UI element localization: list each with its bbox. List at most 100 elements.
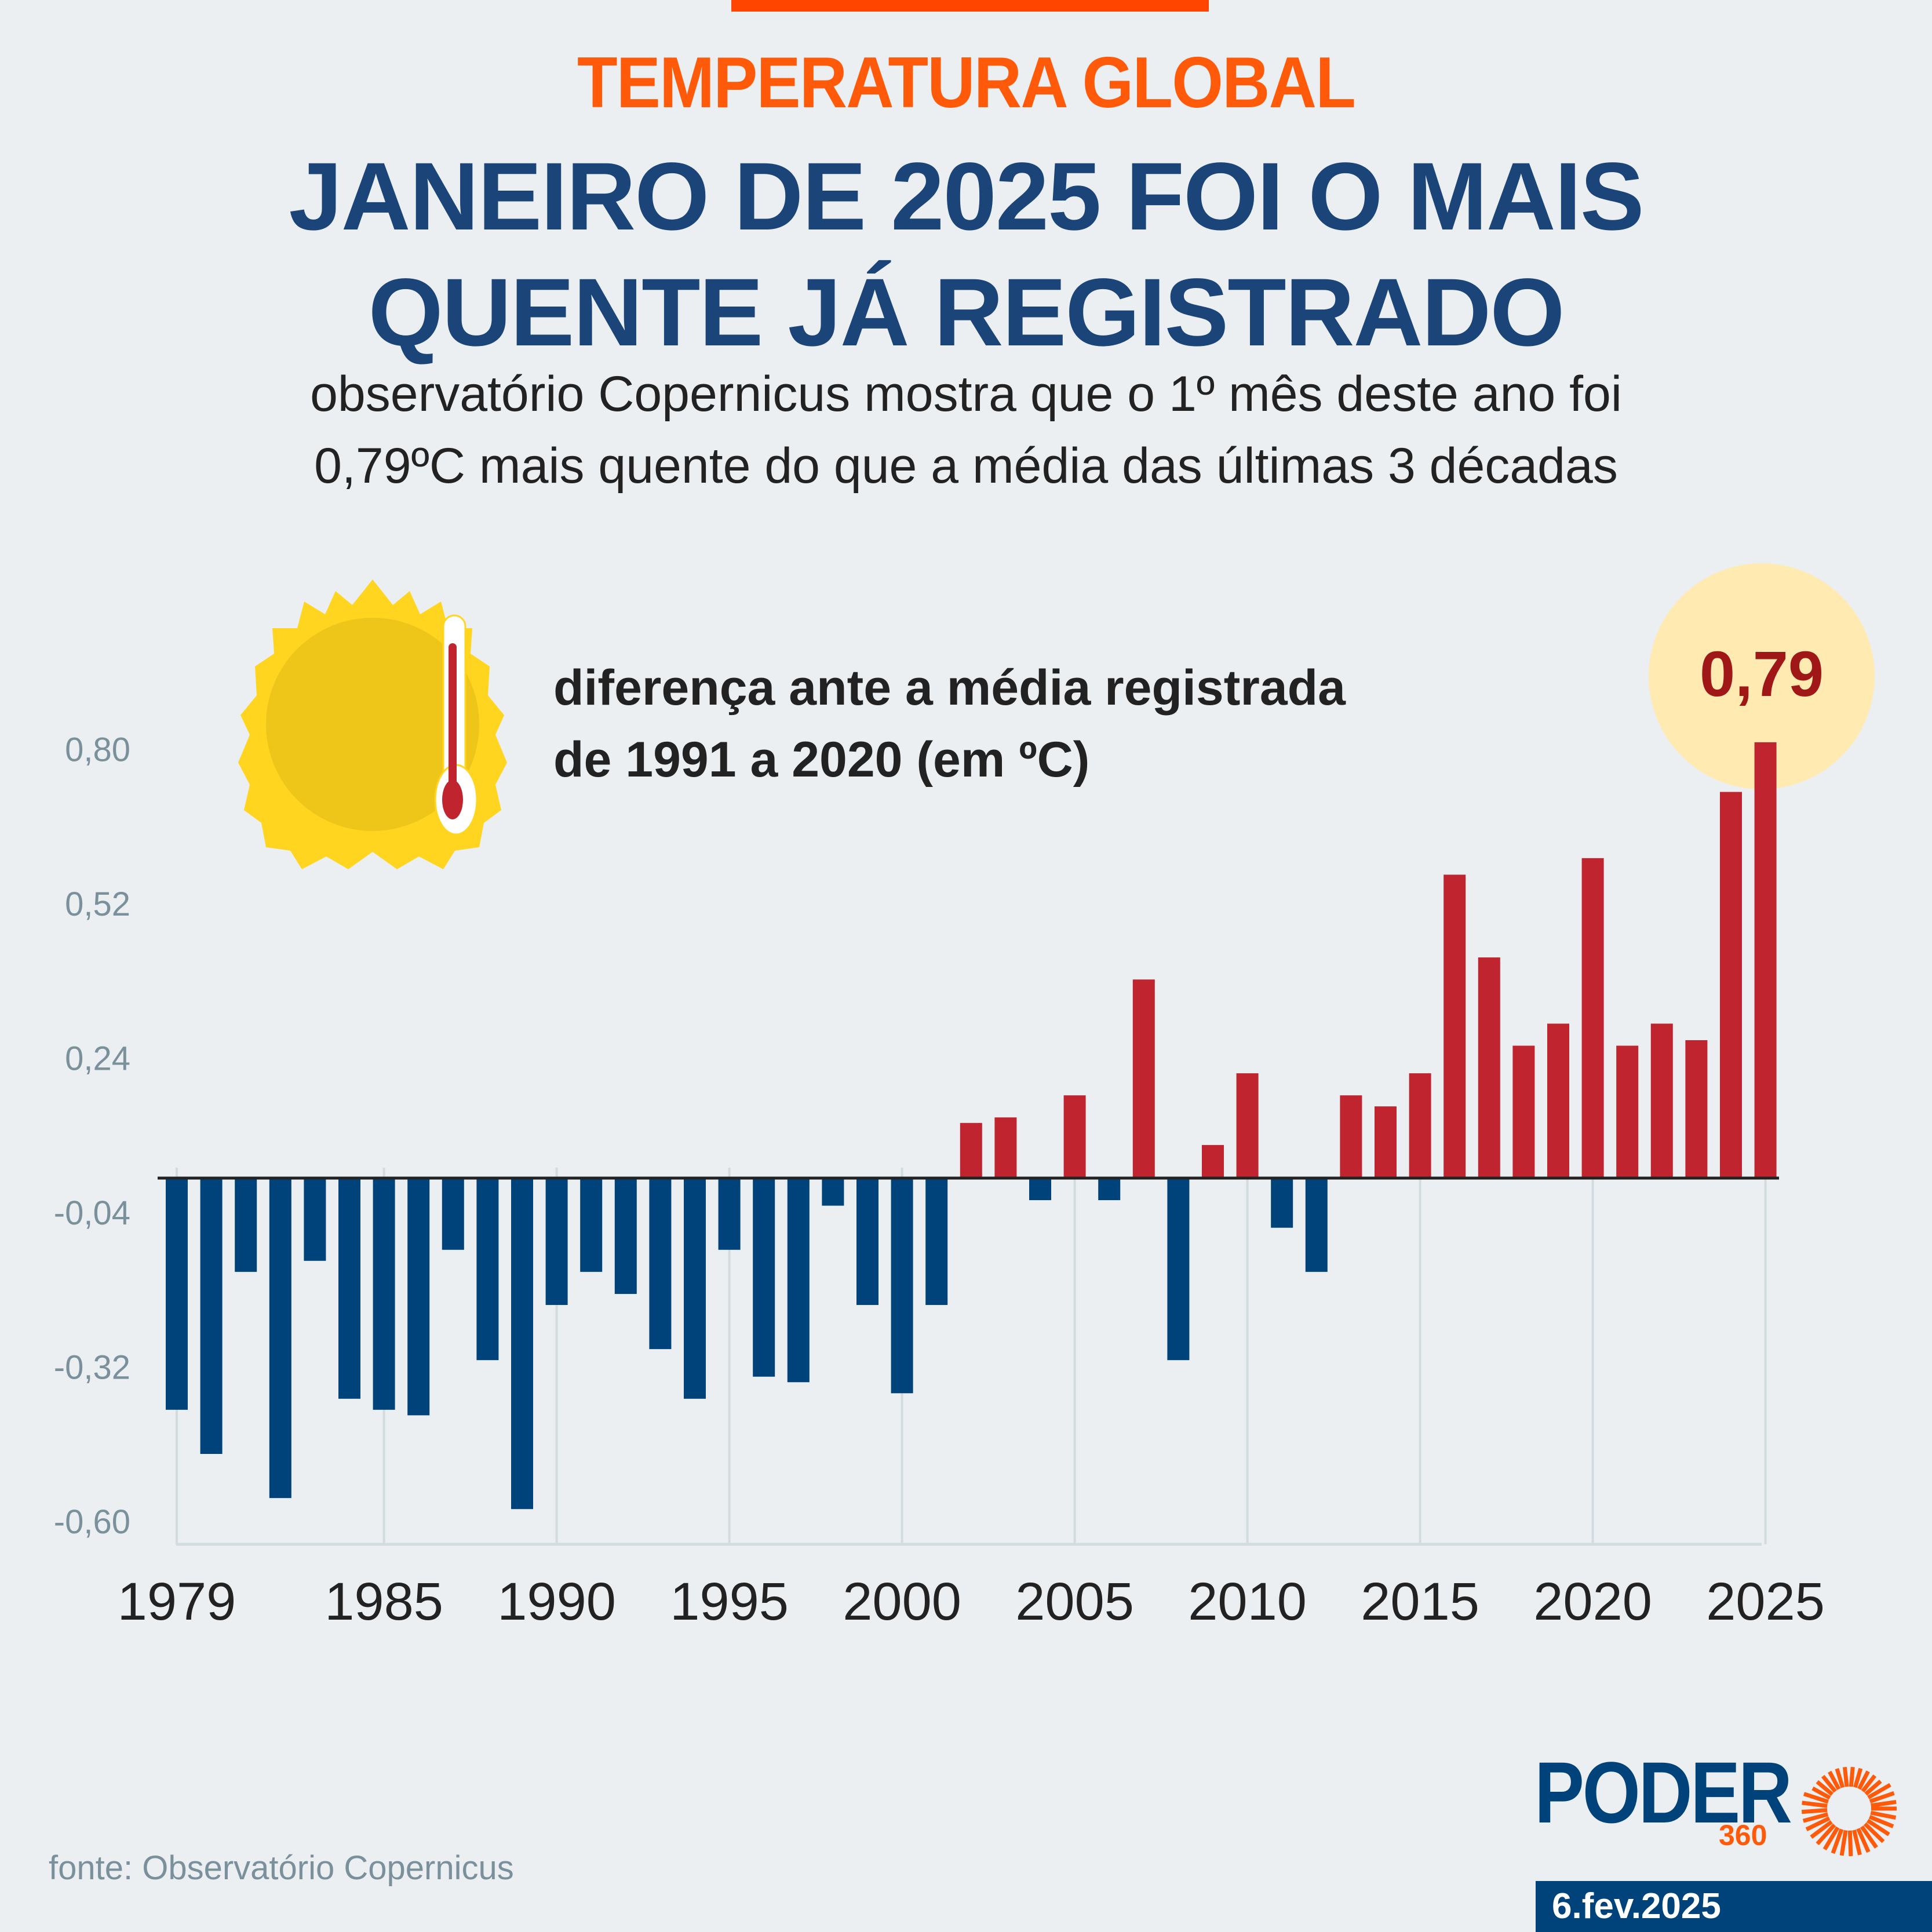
bar-2003 [994, 1117, 1017, 1178]
sunburst-ray [1802, 1800, 1828, 1808]
sunburst-ray [1852, 1829, 1862, 1856]
bar-2014 [1375, 1106, 1397, 1178]
sunburst-ray [1811, 1787, 1831, 1800]
bar-1985 [373, 1178, 395, 1410]
sunburst-ray [1866, 1818, 1890, 1836]
sunburst-ray [1849, 1766, 1855, 1787]
bar-2000 [891, 1178, 913, 1394]
bar-1980 [200, 1178, 223, 1454]
bar-1987 [442, 1178, 464, 1250]
bar-1995 [718, 1178, 741, 1250]
x-tick-label: 2010 [1188, 1572, 1307, 1631]
bar-2009 [1202, 1144, 1224, 1178]
bar-2019 [1547, 1023, 1569, 1178]
logo-number: 360 [1719, 1819, 1767, 1851]
bar-1983 [304, 1178, 326, 1261]
subtitle: observatório Copernicus mostra que o 1º … [0, 358, 1932, 502]
logo-sunburst-icon [1801, 1766, 1897, 1857]
sunburst-ray [1805, 1816, 1831, 1832]
bar-1997 [787, 1178, 810, 1383]
sunburst-ray [1856, 1828, 1871, 1853]
bar-1979 [166, 1178, 188, 1410]
x-tick-label: 2025 [1706, 1572, 1825, 1631]
sunburst-ray [1816, 1780, 1834, 1796]
kicker: TEMPERATURA GLOBAL [577, 43, 1356, 123]
bar-1982 [269, 1178, 291, 1499]
sunburst-ray [1871, 1800, 1897, 1808]
bar-1998 [822, 1178, 844, 1206]
sunburst-ray [1864, 1780, 1882, 1796]
sunburst-ray [1863, 1822, 1885, 1843]
bar-2021 [1616, 1045, 1639, 1178]
sunburst-ray [1870, 1810, 1897, 1820]
bar-1996 [753, 1178, 775, 1377]
x-tick-label: 1985 [325, 1572, 443, 1631]
bar-2001 [925, 1178, 948, 1305]
bar-1999 [856, 1178, 878, 1305]
y-tick-label: -0,60 [54, 1503, 130, 1541]
bar-1994 [684, 1178, 706, 1399]
bar-2013 [1340, 1095, 1362, 1178]
sunburst-ray [1831, 1828, 1844, 1854]
sunburst-ray [1867, 1782, 1891, 1800]
top-accent-bar [731, 0, 1209, 12]
bar-2008 [1167, 1178, 1190, 1361]
sunburst-ray [1835, 1768, 1845, 1788]
bar-1989 [511, 1178, 533, 1510]
y-tick-label: -0,32 [54, 1349, 130, 1387]
bar-1981 [235, 1178, 257, 1272]
x-tick-label: 2015 [1361, 1572, 1479, 1631]
bar-2004 [1029, 1178, 1051, 1201]
y-tick-label: 0,24 [65, 1040, 130, 1078]
thermometer-icon [434, 614, 478, 836]
bar-2018 [1512, 1045, 1535, 1178]
sunburst-ray [1853, 1767, 1863, 1788]
sunburst-ray [1801, 1808, 1828, 1814]
bar-2005 [1063, 1095, 1086, 1178]
legend-line-1: diferença ante a média registrada [553, 660, 1346, 716]
legend-line-2: de 1991 a 2020 (em ºC) [553, 732, 1090, 788]
bar-2025 [1754, 742, 1777, 1178]
sun-core-icon [266, 618, 479, 831]
logo-word: PODER [1534, 1744, 1792, 1841]
sunburst-ray [1842, 1767, 1849, 1787]
bar-1993 [649, 1178, 672, 1350]
bar-2010 [1236, 1073, 1259, 1178]
bar-2024 [1720, 792, 1742, 1178]
sunburst-ray [1868, 1814, 1894, 1828]
chart-legend: diferença ante a média registrada de 199… [553, 652, 1346, 796]
x-tick-label: 1990 [497, 1572, 616, 1631]
bar-1990 [545, 1178, 568, 1305]
bar-2007 [1132, 979, 1155, 1178]
sunburst-ray [1839, 1829, 1848, 1856]
y-tick-label: 0,80 [65, 731, 130, 768]
sunburst-ray [1861, 1774, 1877, 1793]
source-note: fonte: Observatório Copernicus [49, 1849, 514, 1887]
bar-1986 [407, 1178, 430, 1416]
x-axis-ticks: 1979 1985 1990 1995 2000 2005 2010 2015 2020 2025 [118, 1572, 1825, 1631]
bar-1991 [580, 1178, 603, 1272]
poder360-logo: PODER 360 [1534, 1744, 1897, 1857]
sunburst-ray [1857, 1770, 1870, 1790]
x-tick-label: 1979 [118, 1572, 236, 1631]
bar-2012 [1305, 1178, 1328, 1272]
sunburst-ray [1822, 1826, 1840, 1851]
sunburst-ray [1821, 1774, 1837, 1793]
bar-2020 [1581, 858, 1604, 1178]
page-title: JANEIRO DE 2025 FOI O MAIS QUENTE JÁ REG… [0, 139, 1932, 371]
bar-1988 [476, 1178, 499, 1361]
highlight-value-label: 0,79 [1699, 639, 1824, 710]
x-tick-label: 2020 [1533, 1572, 1652, 1631]
y-tick-label: -0,04 [54, 1194, 130, 1232]
sunburst-ray [1828, 1770, 1841, 1791]
bar-1992 [614, 1178, 637, 1294]
bar-2022 [1650, 1023, 1673, 1178]
sunburst-ray [1816, 1823, 1836, 1846]
x-tick-label: 2000 [843, 1572, 961, 1631]
x-tick-label: 2005 [1015, 1572, 1134, 1631]
subtitle-line-1: observatório Copernicus mostra que o 1º … [310, 366, 1622, 422]
sunburst-ray [1869, 1791, 1895, 1803]
x-tick-label: 1995 [670, 1572, 789, 1631]
bar-2002 [960, 1122, 982, 1178]
